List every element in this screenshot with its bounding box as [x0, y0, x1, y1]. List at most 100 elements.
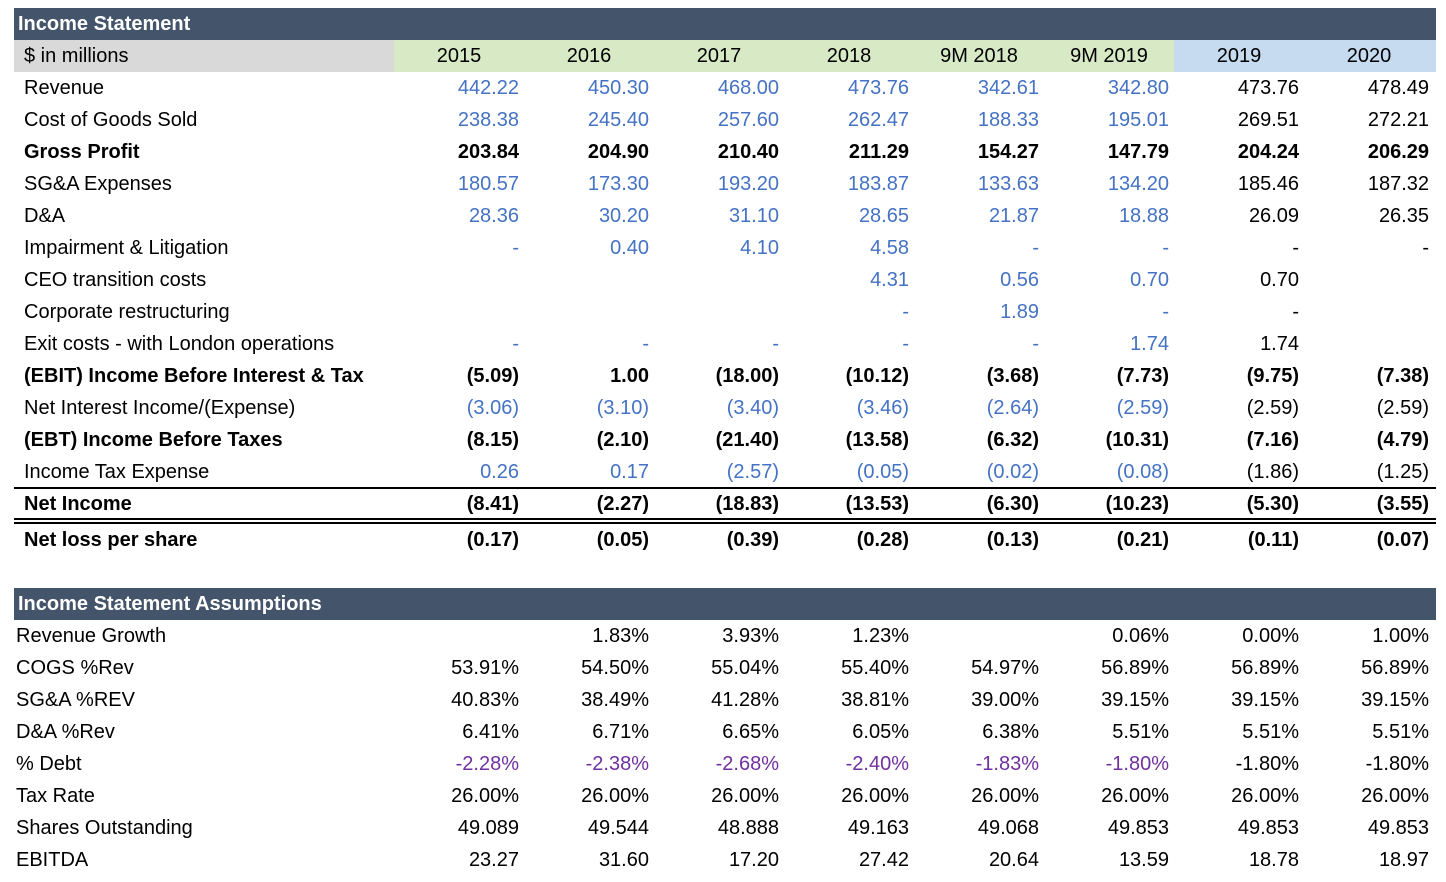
table-cell: 38.81% [841, 689, 909, 711]
table-cell: 54.50% [581, 657, 649, 679]
table-cell: (18.00) [715, 365, 779, 387]
table-cell: 342.61 [977, 77, 1039, 99]
table-cell: 0.56 [1000, 269, 1039, 291]
table-cell: (6.32) [986, 429, 1039, 451]
table-cell [529, 264, 649, 296]
table-cell: 1.83% [592, 625, 649, 647]
table-cell: (10.23) [1105, 493, 1169, 515]
table-cell: (0.05) [596, 529, 649, 551]
table-cell: 41.28% [711, 689, 779, 711]
table-cell: (0.02) [986, 461, 1039, 483]
table-cell: 4.31 [870, 269, 909, 291]
table-row: Shares Outstanding 49.089 49.544 48.888 49.1… [14, 812, 1436, 844]
row-label: (EBIT) Income Before Interest & Tax [24, 365, 364, 387]
table-cell: (21.40) [715, 429, 779, 451]
table-cell: 26.00% [1361, 785, 1429, 807]
table-cell: -1.80% [1105, 753, 1169, 775]
table-cell: (5.09) [466, 365, 519, 387]
table-cell: (3.55) [1376, 493, 1429, 515]
table-cell: (0.13) [986, 529, 1039, 551]
table-row: Impairment & Litigation - 0.40 4.10 4.58 - - - - [14, 232, 1436, 264]
table-row: Net Income (8.41) (2.27) (18.83) (13.53) (6.3… [14, 488, 1436, 520]
table-cell: 40.83% [451, 689, 519, 711]
header-projected-bg [1174, 40, 1436, 72]
table-cell: - [512, 333, 519, 355]
table-cell: (13.58) [845, 429, 909, 451]
table-cell: 26.00% [711, 785, 779, 807]
column-header: 2020 [1346, 45, 1392, 67]
table-cell: -2.68% [715, 753, 779, 775]
table-cell: (10.31) [1105, 429, 1169, 451]
row-label: EBITDA [16, 849, 89, 871]
table-cell: 56.89% [1101, 657, 1169, 679]
table-cell: - [1162, 301, 1169, 323]
table-cell: (2.59) [1246, 397, 1299, 419]
row-label: Net loss per share [24, 529, 198, 551]
table-cell: 183.87 [847, 173, 909, 195]
table-cell: 193.20 [717, 173, 779, 195]
table-cell: 6.05% [852, 721, 909, 743]
table-cell: 26.00% [451, 785, 519, 807]
table-cell: 6.41% [462, 721, 519, 743]
table-row: Net Interest Income/(Expense) (3.06) (3.10… [14, 392, 1436, 424]
table-cell: 133.63 [977, 173, 1039, 195]
table-cell: 0.40 [610, 237, 649, 259]
table-row: D&A 28.36 30.20 31.10 28.65 21.87 18.88 26.09 26… [14, 200, 1436, 232]
table-cell: (9.75) [1246, 365, 1299, 387]
row-label: D&A [24, 205, 66, 227]
table-cell: 26.35 [1378, 205, 1429, 227]
table-cell [1309, 264, 1429, 296]
table-row: D&A %Rev 6.41% 6.71% 6.65% 6.05% 6.38% 5.51% 5.… [14, 716, 1436, 748]
table-cell: 0.70 [1260, 269, 1299, 291]
table-row: Net loss per share (0.17) (0.05) (0.39) (0.2… [14, 524, 1436, 556]
table-cell: 154.27 [977, 141, 1039, 163]
column-header: 2015 [436, 45, 482, 67]
table-cell: (0.39) [726, 529, 779, 551]
income-statement-banner: Income Statement [14, 8, 1436, 40]
table-cell: 188.33 [977, 109, 1039, 131]
table-row: Gross Profit 203.84 204.90 210.40 211.29 154.… [14, 136, 1436, 168]
table-cell: 55.04% [711, 657, 779, 679]
table-cell: 204.24 [1237, 141, 1299, 163]
table-cell: 1.89 [1000, 301, 1039, 323]
table-cell: (10.12) [845, 365, 909, 387]
table-cell: 49.853 [1367, 817, 1429, 839]
table-cell: 26.00% [841, 785, 909, 807]
table-cell: 39.00% [971, 689, 1039, 711]
header-row: $ in millions 2015 2016 2017 2018 9M 201… [14, 40, 1436, 72]
table-cell: 18.88 [1118, 205, 1169, 227]
table-cell: - [1032, 237, 1039, 259]
table-cell: 38.49% [581, 689, 649, 711]
table-row: CEO transition costs 4.31 0.56 0.70 0.70 [14, 264, 1436, 296]
table-cell: 210.40 [717, 141, 779, 163]
table-cell: (2.57) [726, 461, 779, 483]
table-cell: 3.93% [722, 625, 779, 647]
table-cell: 6.65% [722, 721, 779, 743]
table-row: Revenue 442.22 450.30 468.00 473.76 342.61 342… [14, 72, 1436, 104]
table-row: % Debt -2.28% -2.38% -2.68% -2.40% -1.83% -1.8… [14, 748, 1436, 780]
table-cell: 442.22 [457, 77, 519, 99]
table-cell: 5.51% [1112, 721, 1169, 743]
row-label: Net Income [24, 493, 132, 515]
table-cell: 173.30 [587, 173, 649, 195]
table-cell: (7.73) [1116, 365, 1169, 387]
table-cell: - [512, 237, 519, 259]
income-statement-title: Income Statement [18, 13, 191, 35]
assumptions-title: Income Statement Assumptions [18, 593, 322, 615]
table-row: COGS %Rev 53.91% 54.50% 55.04% 55.40% 54.97% 5… [14, 652, 1436, 684]
row-label: CEO transition costs [24, 269, 207, 291]
table-cell: -1.83% [975, 753, 1039, 775]
table-cell [399, 296, 519, 328]
table-cell: (7.16) [1246, 429, 1299, 451]
table-cell: - [1162, 237, 1169, 259]
table-cell: 49.089 [457, 817, 519, 839]
table-cell: 204.90 [587, 141, 649, 163]
table-cell: (3.10) [596, 397, 649, 419]
table-cell: (2.10) [596, 429, 649, 451]
table-cell: 48.888 [717, 817, 779, 839]
table-cell: 53.91% [451, 657, 519, 679]
table-cell: (8.41) [466, 493, 519, 515]
table-cell: (0.08) [1116, 461, 1169, 483]
table-cell: 49.853 [1107, 817, 1169, 839]
table-row: EBITDA 23.27 31.60 17.20 27.42 20.64 13.59 18.7… [14, 844, 1436, 876]
